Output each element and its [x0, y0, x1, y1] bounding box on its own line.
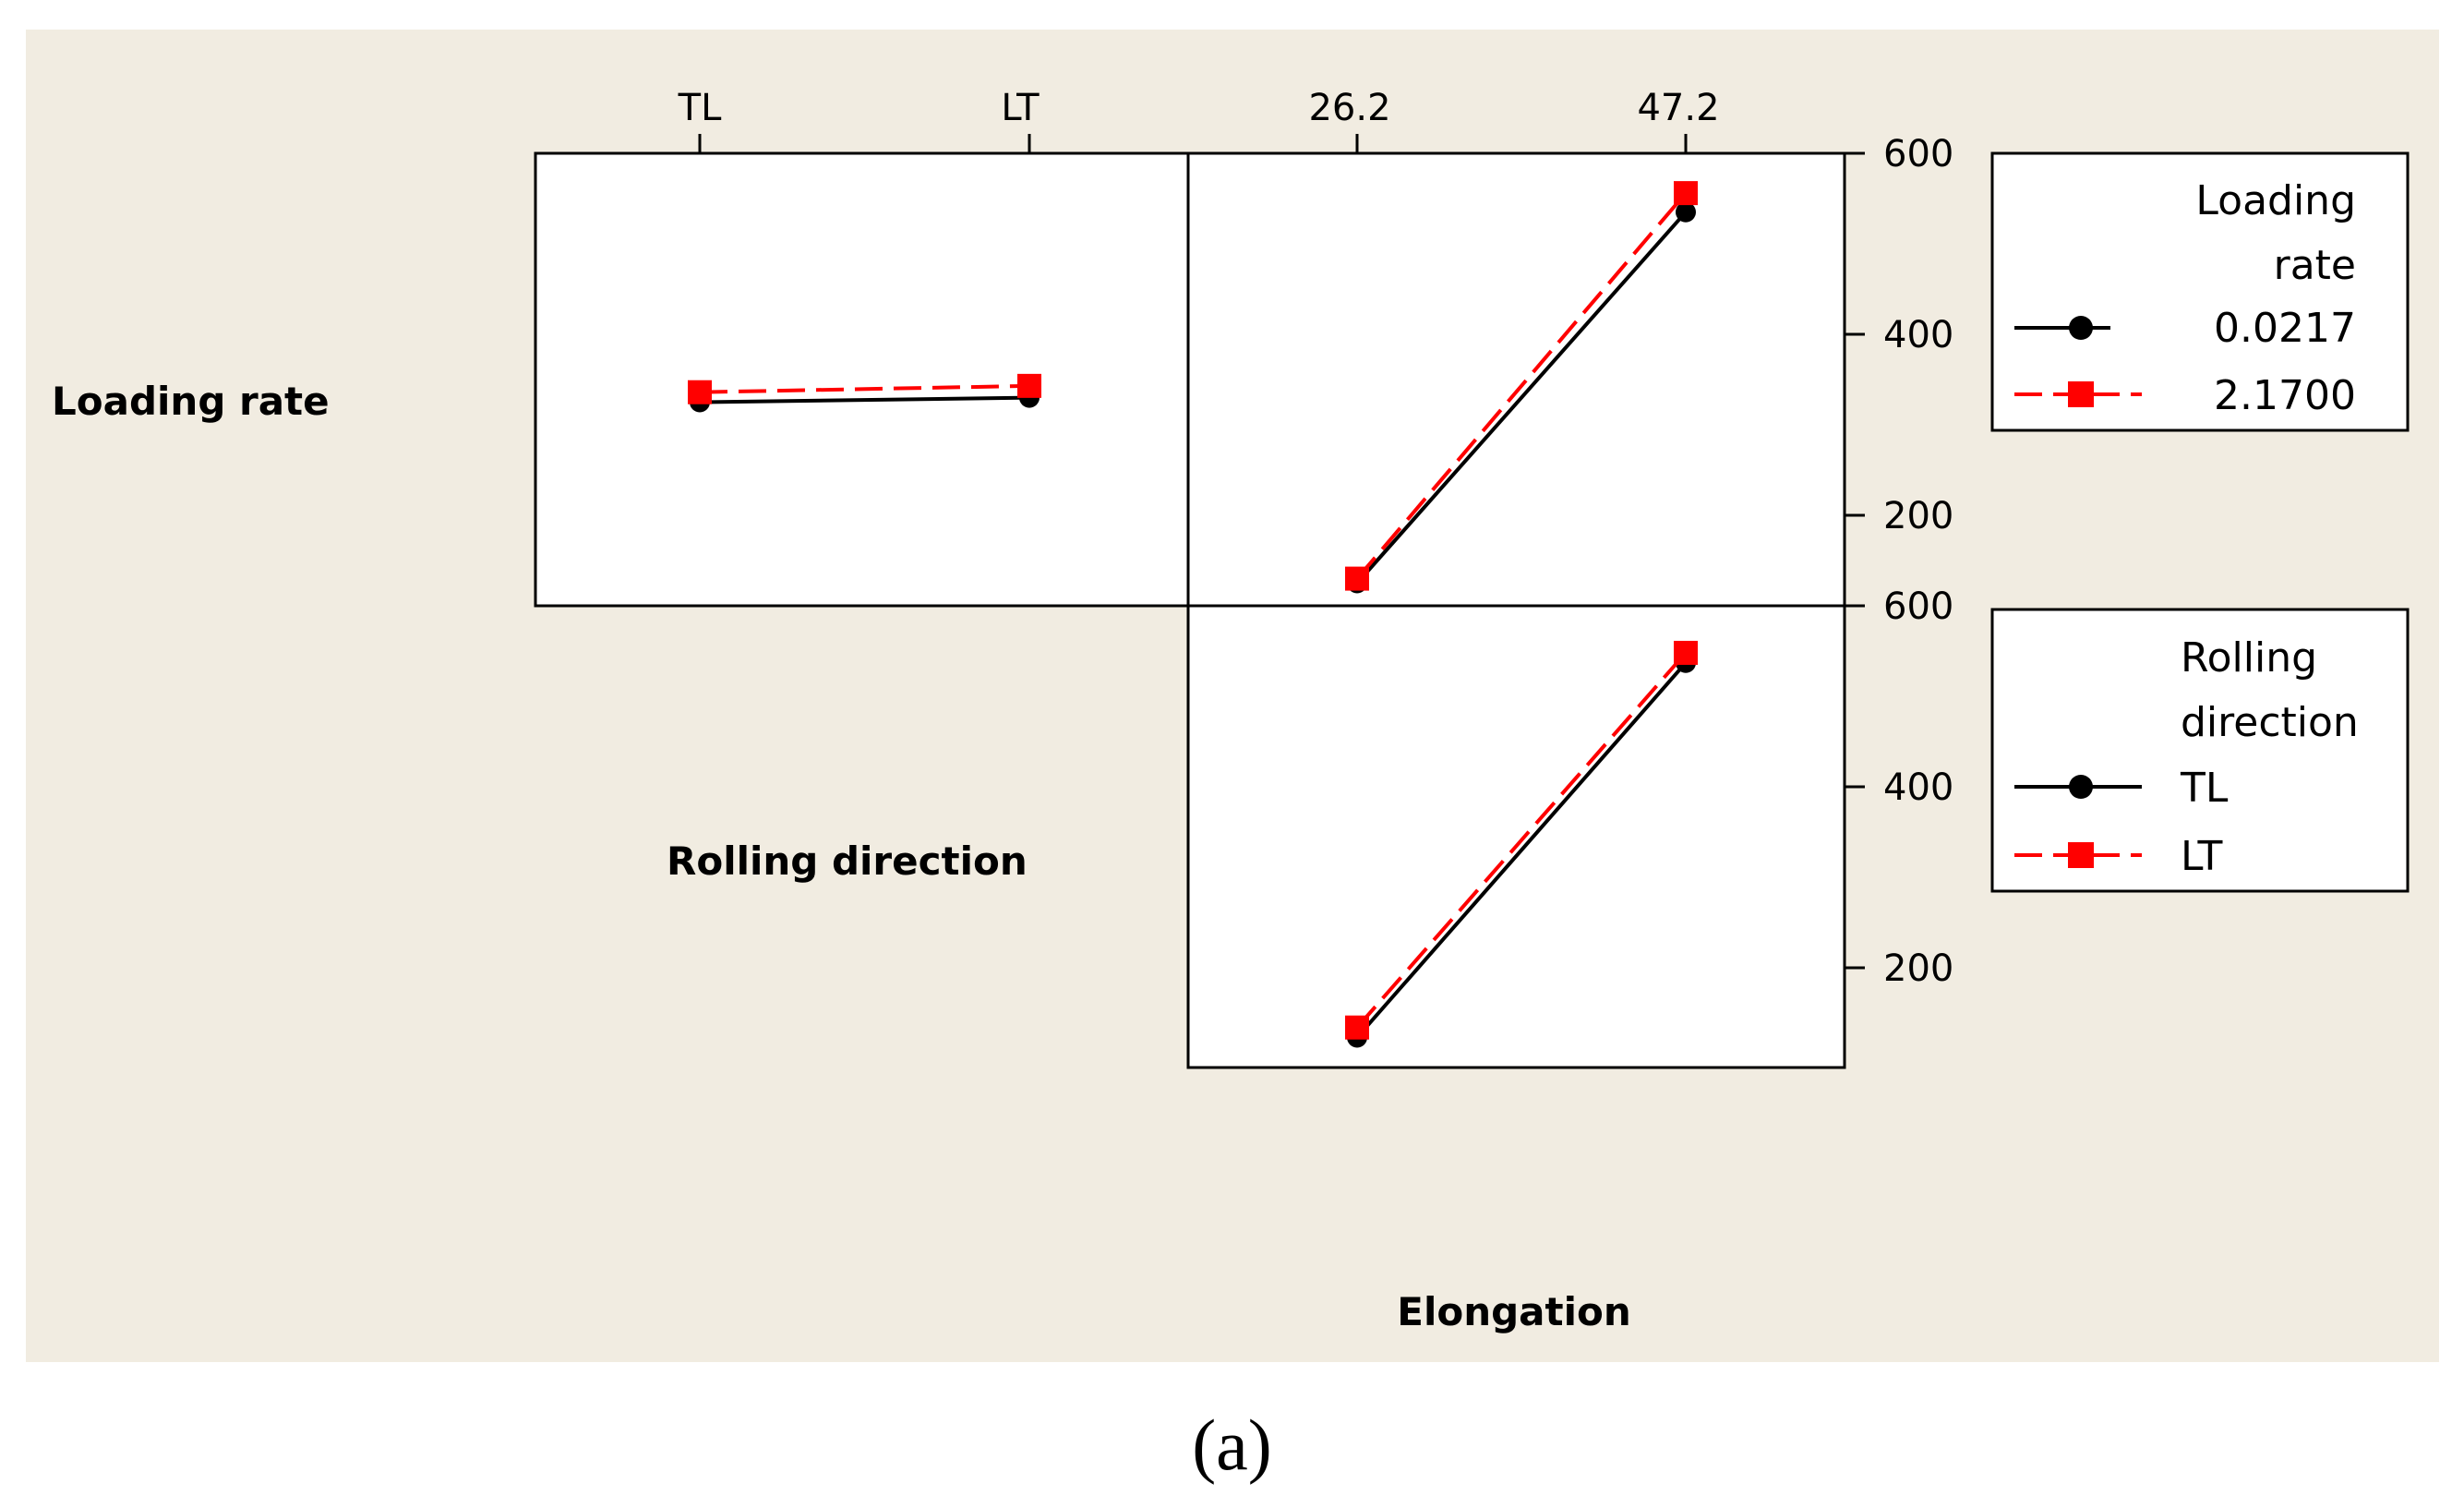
legend-2-marker-square: [2068, 842, 2094, 868]
y-axis-lower: 200 400 600: [1845, 585, 1953, 990]
series-line-2-1: [1355, 651, 1688, 1029]
legend-1-title-line-2: rate: [2274, 242, 2356, 289]
y-tick-label-1-400: 400: [1883, 314, 1953, 356]
panel-loading-rate-vs-elongation: [1186, 151, 1846, 608]
legend-2-item-0: TL: [2180, 765, 2229, 812]
series-line-0-1: [699, 383, 1030, 394]
series-point-1-0-1: [1676, 201, 1696, 223]
legend-2-title-line-1: Rolling: [2181, 634, 2317, 682]
legend-1-item-0: 0.0217: [2214, 305, 2356, 352]
legend-1-title-line-1: Loading: [2195, 177, 2356, 224]
legend-2-marker-circle: [2069, 775, 2093, 799]
row-label-rolling-direction: Rolling direction: [667, 838, 1028, 884]
top-tick-label-26-2: 26.2: [1308, 87, 1390, 129]
legend-1-marker-square: [2068, 381, 2094, 407]
series-point-0-1-0: [688, 380, 712, 404]
legend-2-item-1: LT: [2181, 833, 2222, 880]
series-point-2-1-1: [1674, 640, 1698, 665]
top-tick-label-tl: TL: [678, 87, 722, 129]
series-point-1-1-1: [1674, 181, 1698, 206]
y-tick-label-2-600: 600: [1883, 585, 1953, 628]
series-layer: [688, 181, 1698, 1048]
series-line-0-0: [699, 395, 1030, 404]
y-tick-label-2-200: 200: [1883, 947, 1953, 990]
series-point-2-1-0: [1345, 1015, 1369, 1040]
y-axis-upper: 200 400 600: [1845, 133, 1953, 537]
y-tick-label-2-400: 400: [1883, 766, 1953, 809]
panel-loading-rate-vs-rolling-direction: [534, 151, 1190, 608]
legend-1-item-1: 2.1700: [2214, 372, 2356, 419]
y-tick-label-1-200: 200: [1883, 495, 1953, 537]
y-tick-label-1-600: 600: [1883, 133, 1953, 175]
panel-rolling-direction-vs-elongation: [1186, 604, 1846, 1069]
series-line-1-0: [1355, 211, 1688, 585]
legend-rolling-direction: [1990, 608, 2410, 893]
legend-loading-rate: [1990, 151, 2410, 432]
top-tick-label-lt: LT: [1001, 87, 1040, 129]
figure-caption: (a): [1192, 1405, 1272, 1485]
legend-2-title-line-2: direction: [2181, 699, 2359, 746]
row-label-loading-rate: Loading rate: [52, 379, 330, 424]
series-point-1-1-0: [1345, 566, 1369, 591]
legend-1-marker-circle: [2069, 316, 2093, 340]
series-line-2-0: [1355, 661, 1688, 1039]
series-point-0-1-1: [1017, 373, 1041, 398]
series-line-1-1: [1355, 191, 1688, 580]
bottom-label-elongation: Elongation: [1397, 1289, 1630, 1334]
top-tick-label-47-2: 47.2: [1637, 87, 1719, 129]
